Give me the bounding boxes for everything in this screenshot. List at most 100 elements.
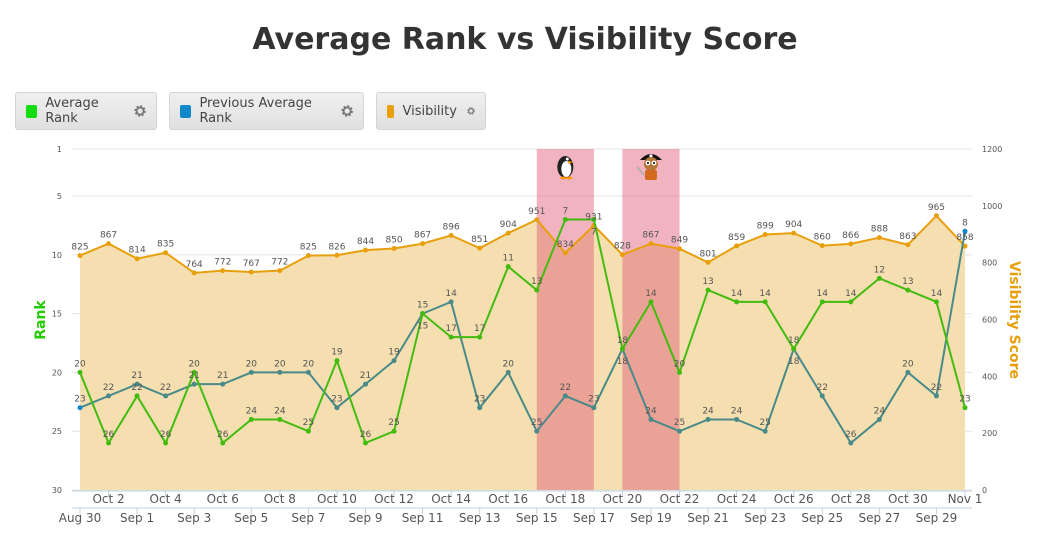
y-tick-left: 25 [52, 427, 62, 436]
data-point [134, 393, 140, 399]
data-point [106, 241, 112, 247]
data-label: 22 [160, 383, 171, 393]
data-label: 20 [188, 359, 200, 369]
gear-icon[interactable] [341, 104, 353, 118]
data-label: 14 [931, 289, 943, 299]
x-tick-label: Sep 29 [916, 511, 958, 525]
data-label: 14 [845, 289, 857, 299]
data-label: 21 [131, 371, 142, 381]
data-point [876, 235, 882, 241]
data-label: 20 [246, 359, 258, 369]
visibility-area [80, 215, 965, 490]
data-point [534, 287, 540, 293]
data-point [734, 299, 740, 305]
y-axis-title-left: Rank [33, 300, 49, 340]
data-point [220, 268, 226, 274]
legend-average-rank[interactable]: Average Rank [15, 92, 157, 130]
x-tick-label: Sep 23 [744, 511, 786, 525]
data-point [248, 369, 254, 375]
data-label: 19 [388, 348, 400, 358]
x-tick-label: Sep 7 [291, 511, 325, 525]
data-label: 20 [303, 359, 315, 369]
data-label: 904 [500, 220, 517, 230]
data-label: 18 [788, 336, 800, 346]
data-point [77, 253, 83, 259]
x-tick-label: Oct 4 [150, 492, 182, 506]
y-tick-right: 0 [982, 486, 987, 495]
data-point [562, 393, 568, 399]
legend-previous-average-rank[interactable]: Previous Average Rank [169, 92, 364, 130]
x-tick-label: Sep 1 [120, 511, 154, 525]
data-label: 23 [74, 395, 85, 405]
data-point [505, 264, 511, 270]
x-tick-label: Nov 1 [948, 492, 983, 506]
data-point [477, 334, 483, 340]
data-point [277, 416, 283, 422]
data-point [220, 381, 226, 387]
data-point [534, 217, 540, 223]
data-label: 14 [445, 289, 457, 299]
visibility-swatch [387, 104, 395, 118]
data-label: 18 [788, 357, 800, 367]
data-point [477, 405, 483, 411]
data-point [876, 275, 882, 281]
x-tick-label: Oct 14 [431, 492, 471, 506]
penguin-icon[interactable] [557, 156, 574, 180]
data-point [505, 369, 511, 375]
data-label: 772 [271, 258, 288, 268]
data-point [477, 245, 483, 251]
x-tick-label: Sep 9 [348, 511, 382, 525]
data-point [448, 232, 454, 238]
data-label: 825 [300, 243, 317, 253]
data-point [705, 416, 711, 422]
data-label: 931 [585, 212, 602, 222]
data-label: 25 [303, 418, 314, 428]
x-tick-label: Aug 30 [59, 511, 102, 525]
data-label: 858 [956, 233, 973, 243]
data-label: 851 [471, 235, 488, 245]
y-tick-right: 600 [982, 316, 997, 325]
data-point [619, 346, 625, 352]
y-tick-right: 1000 [982, 202, 1002, 211]
x-tick-label: Sep 15 [516, 511, 558, 525]
data-point [77, 405, 83, 411]
data-label: 24 [274, 406, 286, 416]
data-point [591, 217, 597, 223]
data-label: 867 [100, 231, 117, 241]
x-tick-label: Oct 26 [774, 492, 814, 506]
gear-icon[interactable] [467, 104, 475, 118]
data-label: 22 [931, 383, 942, 393]
data-point [705, 259, 711, 265]
pirate-icon[interactable] [636, 154, 662, 180]
series-line-visibility [79, 214, 966, 274]
data-label: 25 [531, 418, 542, 428]
data-label: 19 [331, 348, 343, 358]
x-tick-label: Sep 19 [630, 511, 672, 525]
data-point [420, 311, 426, 317]
data-label: 17 [474, 324, 485, 334]
data-label: 20 [274, 359, 286, 369]
data-label: 866 [842, 231, 859, 241]
data-point [305, 428, 311, 434]
data-point [391, 245, 397, 251]
data-label: 24 [702, 406, 714, 416]
data-point [933, 213, 939, 219]
data-label: 826 [328, 242, 345, 252]
data-point [734, 416, 740, 422]
data-point [562, 217, 568, 223]
data-label: 888 [871, 225, 888, 235]
y-tick-right: 400 [982, 372, 997, 381]
highlight-band [536, 149, 594, 490]
x-tick-label: Oct 28 [831, 492, 871, 506]
data-label: 828 [614, 242, 631, 252]
data-label: 14 [817, 289, 829, 299]
legend-visibility[interactable]: Visibility [376, 92, 486, 130]
data-point [905, 287, 911, 293]
data-label: 24 [874, 406, 886, 416]
gear-icon[interactable] [134, 104, 146, 118]
data-point [448, 334, 454, 340]
data-point [677, 369, 683, 375]
data-point [163, 440, 169, 446]
data-point [648, 241, 654, 247]
